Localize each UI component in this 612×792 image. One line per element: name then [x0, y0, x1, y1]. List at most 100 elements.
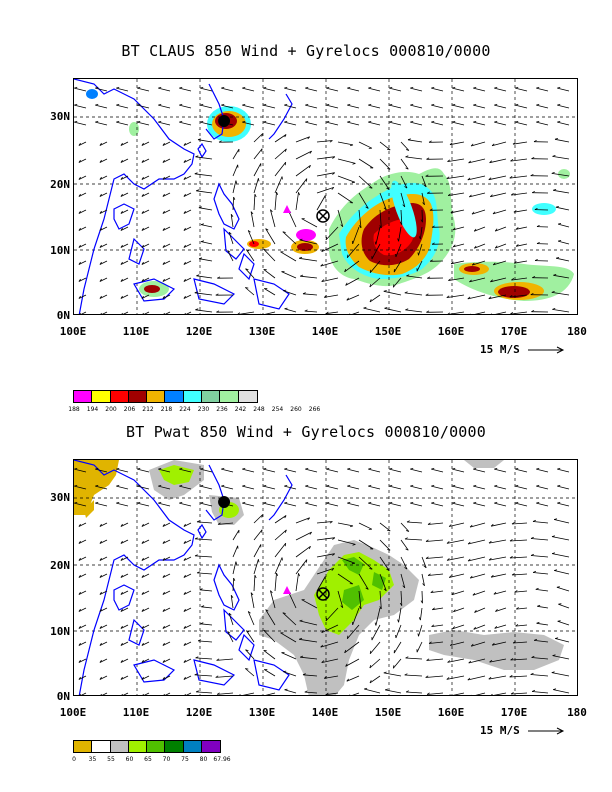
wind-vector [410, 87, 423, 92]
legend-label: 230 [197, 406, 210, 413]
wind-vector [265, 228, 276, 245]
wind-vector-head [425, 675, 429, 678]
wind-vector-head [515, 103, 519, 106]
wind-vector [78, 277, 87, 282]
wind-vector-head [450, 261, 454, 265]
wind-vector [352, 311, 360, 314]
legend-label: 224 [179, 406, 191, 413]
wind-vector [400, 209, 403, 225]
wind-vector [494, 104, 507, 109]
wind-vector [352, 226, 360, 245]
wind-vector [99, 158, 108, 163]
wind-vector-head [471, 211, 475, 215]
wind-vector [450, 641, 465, 646]
wind-vector [325, 311, 339, 314]
wind-vector-head [448, 278, 451, 281]
wind-vector-head [410, 86, 414, 89]
wind-vector [165, 692, 171, 695]
wind-vector-head [201, 605, 205, 608]
legend-swatch [202, 391, 221, 402]
x-tick-120e-bottom: 120E [185, 706, 213, 719]
wind-vector-head [99, 210, 102, 214]
wind-vector [253, 194, 256, 211]
claus-map-panel [73, 78, 578, 315]
wind-vector-head [270, 209, 273, 213]
wind-vector [432, 607, 444, 611]
wind-vector-head [332, 553, 335, 556]
wind-vector [509, 556, 528, 559]
wind-vector-head [259, 313, 261, 314]
wind-vector [179, 502, 192, 507]
wind-vector-head [305, 86, 309, 89]
y-tick-0n: 0N [56, 309, 70, 322]
wind-vector [321, 243, 339, 252]
wind-vector-head [284, 134, 287, 138]
wind-vector [511, 192, 528, 196]
wind-vector [488, 294, 507, 300]
wind-vector-head [217, 276, 221, 279]
wind-vector-head [141, 193, 144, 197]
wind-vector-head [242, 86, 246, 89]
wind-vector-head [515, 244, 519, 247]
wind-vector-head [116, 120, 120, 123]
wind-vector [162, 658, 171, 663]
wind-vector [274, 161, 287, 177]
x-tick-130e-bottom: 130E [248, 706, 276, 719]
wind-vector [300, 275, 318, 279]
wind-vector [179, 468, 192, 473]
wind-vector [420, 226, 423, 240]
wind-vector-head [74, 103, 78, 106]
wind-vector [141, 624, 150, 629]
legend-label: 218 [160, 406, 173, 413]
wind-vector-head [99, 642, 102, 646]
wind-vector [137, 502, 150, 507]
wind-vector [426, 658, 444, 661]
wind-vector [228, 613, 234, 626]
wind-vector [316, 140, 333, 143]
wind-vector [392, 658, 402, 669]
legend-swatch [165, 391, 184, 402]
wind-vector-head [404, 567, 408, 570]
wind-vector [488, 675, 507, 680]
wind-vector [536, 468, 549, 473]
wind-vector [141, 226, 150, 231]
wind-vector-head [194, 554, 198, 557]
wind-vector-head [410, 120, 414, 123]
wind-vector [398, 226, 402, 242]
wind-vector [137, 121, 150, 126]
legend-swatch [74, 391, 93, 402]
x-tick-100e: 100E [59, 325, 87, 338]
wind-vector [141, 522, 150, 527]
wind-vector-head [265, 609, 269, 612]
wind-vector [379, 590, 382, 610]
wind-vector [247, 230, 255, 245]
wind-vector-head [120, 676, 123, 680]
wind-vector-head [246, 249, 250, 252]
wind-vector [431, 502, 444, 507]
wind-vector-head [557, 86, 561, 89]
wind-vector [515, 121, 528, 126]
wind-vector [326, 87, 339, 92]
x-tick-180: 180 [567, 325, 587, 338]
bottom-reference-arrow-icon [528, 727, 565, 735]
wind-vector [242, 692, 255, 695]
wind-vector [199, 589, 213, 592]
wind-vector [99, 624, 108, 629]
wind-vector [352, 607, 360, 626]
wind-vector [194, 173, 213, 177]
wind-vector-head [449, 643, 453, 646]
legend-label: 75 [181, 756, 189, 763]
wind-vector [295, 150, 312, 160]
wind-vector-head [410, 103, 414, 106]
wind-vector-head [95, 120, 99, 123]
wind-vector [196, 275, 213, 279]
wind-vector-head [120, 176, 123, 180]
wind-vector-head [493, 591, 497, 595]
wind-vector-head [284, 103, 288, 106]
wind-vector [217, 692, 234, 695]
wind-vector-head [141, 557, 144, 561]
wind-vector [245, 668, 255, 677]
wind-vector-head [284, 688, 288, 691]
wind-vector-head [141, 676, 144, 680]
wind-vector [489, 556, 507, 561]
